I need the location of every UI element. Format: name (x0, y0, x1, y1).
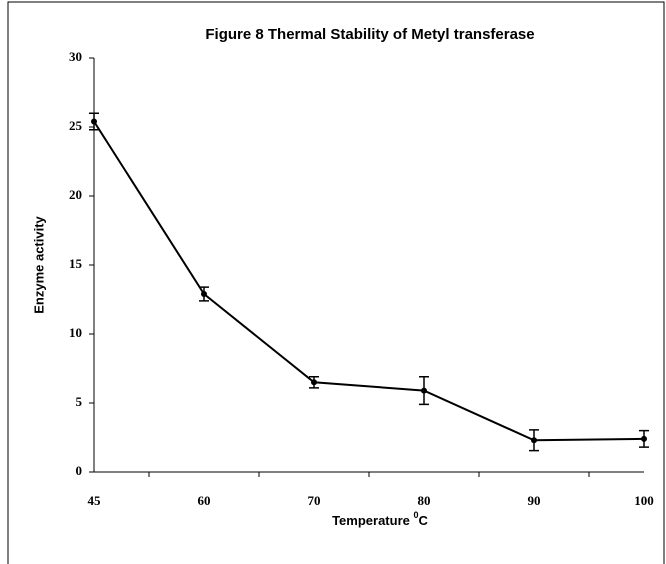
y-tick-label: 5 (76, 394, 83, 409)
x-label-unit: C (419, 513, 429, 528)
x-tick-label: 45 (88, 493, 102, 508)
x-tick-label: 90 (528, 493, 541, 508)
point (421, 387, 427, 394)
x-label-text: Temperature (332, 513, 410, 528)
y-axis-label: Enzyme activity (31, 215, 46, 313)
y-tick-label: 0 (76, 463, 83, 478)
x-tick-label: 60 (198, 493, 211, 508)
x-tick-label: 100 (634, 493, 654, 508)
point (641, 435, 647, 442)
y-tick-label: 10 (69, 325, 82, 340)
point (201, 290, 207, 297)
y-tick-label: 25 (69, 118, 83, 133)
y-tick-label: 30 (69, 49, 82, 64)
point (311, 379, 317, 386)
frame (7, 1, 665, 564)
line (93, 120, 645, 442)
y-tick-label: 15 (69, 256, 83, 271)
x-label-sup: 0 (414, 510, 419, 520)
x-tick-label: 70 (308, 493, 321, 508)
x-axis-label: Temperature 0C (332, 510, 428, 528)
point (91, 118, 97, 125)
point (531, 437, 537, 444)
x-tick-label: 80 (418, 493, 431, 508)
chart-title: Figure 8 Thermal Stability of Metyl tran… (205, 26, 534, 43)
y-tick-label: 20 (69, 187, 82, 202)
